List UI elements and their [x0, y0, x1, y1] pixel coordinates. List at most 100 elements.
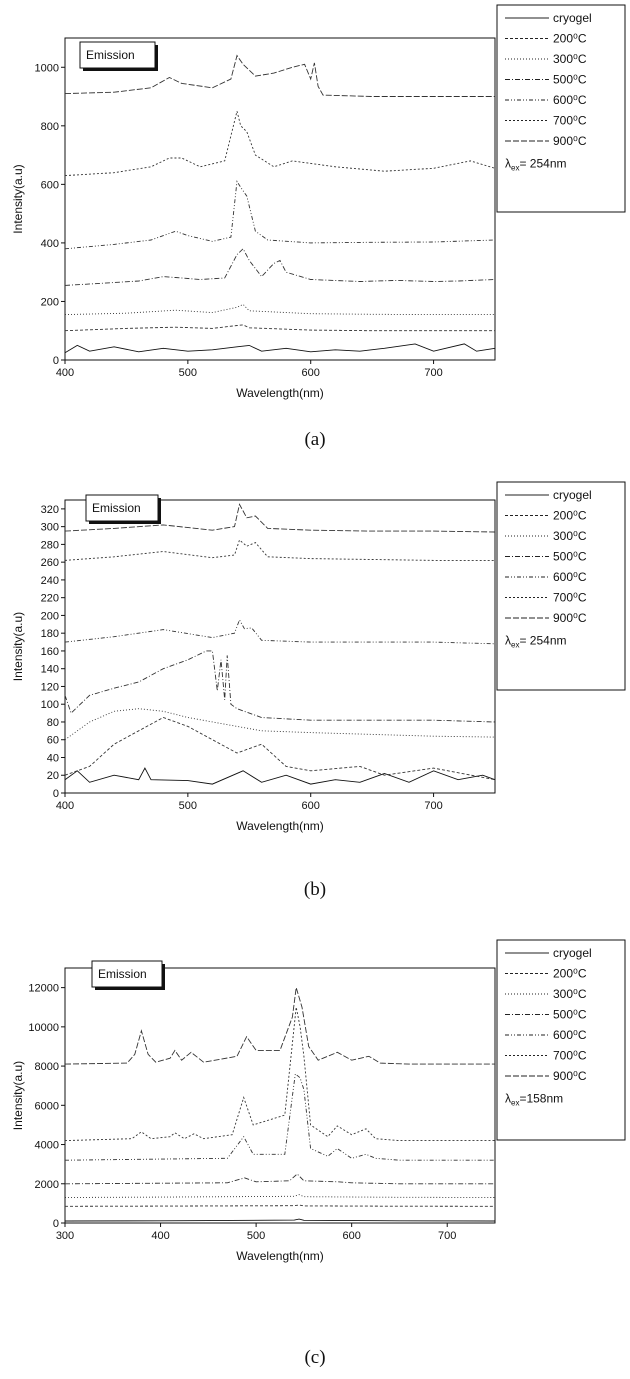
legend-entry: 600⁰C: [553, 1028, 587, 1042]
series-line-b-0: [65, 768, 495, 784]
y-tick-label: 320: [41, 504, 59, 516]
panel-caption: (b): [304, 879, 326, 900]
series-line-c-3: [65, 1174, 495, 1184]
y-tick-label: 8000: [35, 1061, 59, 1073]
series-line-c-2: [65, 1195, 495, 1198]
series-line-a-1: [65, 325, 495, 331]
series-line-a-4: [65, 181, 495, 248]
legend-entry: 500⁰C: [553, 1008, 587, 1022]
legend-entry: 700⁰C: [553, 591, 587, 605]
legend-entry: 500⁰C: [553, 550, 587, 564]
legend-entry: 200⁰C: [553, 32, 587, 46]
plot-area-b: [65, 500, 495, 793]
x-tick-label: 400: [56, 800, 74, 812]
y-tick-label: 260: [41, 557, 59, 569]
y-tick-label: 40: [47, 752, 59, 764]
series-line-a-0: [65, 344, 495, 353]
y-tick-label: 120: [41, 681, 59, 693]
series-line-a-5: [65, 111, 495, 175]
x-tick-label: 300: [56, 1230, 74, 1242]
chart-panel-a: 400 500 600 700 0 200 400 600 800 1000 Wavelength(…: [0, 0, 630, 460]
legend-entry: 300⁰C: [553, 529, 587, 543]
x-axis-title: Wavelength(nm): [236, 386, 324, 400]
series-line-b-1: [65, 718, 495, 780]
emission-label: Emission: [92, 501, 141, 515]
y-tick-label: 180: [41, 628, 59, 640]
legend-entry: 900⁰C: [553, 611, 587, 625]
legend-entry: 600⁰C: [553, 570, 587, 584]
legend-entry: 500⁰C: [553, 73, 587, 87]
y-tick-label: 160: [41, 646, 59, 658]
legend-entry: cryogel: [553, 11, 592, 25]
plot-area-c: [65, 968, 495, 1223]
chart-b-svg: 400 500 600 700 0 20 40 60 80 100 120 140 160 180 200 2…: [0, 460, 630, 915]
y-tick-label: 220: [41, 593, 59, 605]
y-tick-label: 300: [41, 522, 59, 534]
y-tick-label: 280: [41, 539, 59, 551]
legend-entry: 200⁰C: [553, 509, 587, 523]
y-axis-title: Intensity(a.u): [11, 612, 25, 681]
y-tick-label: 400: [41, 238, 59, 250]
y-tick-label: 20: [47, 770, 59, 782]
x-tick-label: 500: [179, 367, 197, 379]
panel-caption: (c): [304, 1347, 325, 1368]
emission-label: Emission: [98, 967, 147, 981]
x-tick-label: 600: [302, 367, 320, 379]
chart-panel-c: 300 400 500 600 700 0 2000 4000 6000 8000 10000 120…: [0, 915, 630, 1379]
legend-entry: 700⁰C: [553, 114, 587, 128]
y-tick-label: 200: [41, 610, 59, 622]
emission-label: Emission: [86, 48, 135, 62]
series-line-b-4: [65, 620, 495, 644]
y-tick-label: 1000: [35, 62, 59, 74]
legend-entry: 300⁰C: [553, 52, 587, 66]
x-tick-label: 700: [424, 367, 442, 379]
x-axis-title: Wavelength(nm): [236, 819, 324, 833]
x-tick-label: 400: [151, 1230, 169, 1242]
legend-entry: cryogel: [553, 488, 592, 502]
series-line-c-0: [65, 1219, 495, 1221]
y-axis-title: Intensity(a.u): [11, 164, 25, 233]
x-tick-label: 600: [342, 1230, 360, 1242]
legend-entry: cryogel: [553, 946, 592, 960]
chart-c-svg: 300 400 500 600 700 0 2000 4000 6000 8000 10000 120…: [0, 915, 630, 1379]
legend-entry: 600⁰C: [553, 93, 587, 107]
y-tick-label: 4000: [35, 1140, 59, 1152]
series-line-b-3: [65, 651, 495, 722]
series-line-a-3: [65, 249, 495, 286]
y-tick-label: 12000: [28, 983, 59, 995]
chart-a-svg: 400 500 600 700 0 200 400 600 800 1000 Wavelength(…: [0, 0, 630, 460]
series-line-c-5: [65, 1007, 495, 1140]
series-line-b-2: [65, 709, 495, 740]
y-tick-label: 2000: [35, 1179, 59, 1191]
y-tick-label: 100: [41, 699, 59, 711]
y-tick-label: 60: [47, 735, 59, 747]
legend-entry: 700⁰C: [553, 1049, 587, 1063]
series-line-c-1: [65, 1205, 495, 1206]
legend-entry: 900⁰C: [553, 134, 587, 148]
y-tick-label: 200: [41, 296, 59, 308]
x-tick-label: 700: [424, 800, 442, 812]
series-line-a-2: [65, 304, 495, 314]
x-axis-title: Wavelength(nm): [236, 1249, 324, 1263]
legend-entry: 300⁰C: [553, 987, 587, 1001]
y-axis-title: Intensity(a.u): [11, 1061, 25, 1130]
x-tick-label: 700: [438, 1230, 456, 1242]
y-tick-label: 240: [41, 575, 59, 587]
legend-entry: 200⁰C: [553, 967, 587, 981]
series-line-b-5: [65, 540, 495, 560]
y-tick-label: 600: [41, 179, 59, 191]
panel-caption: (a): [304, 429, 325, 450]
series-line-c-6: [65, 988, 495, 1065]
plot-area-a: [65, 38, 495, 360]
y-tick-label: 10000: [28, 1022, 59, 1034]
x-tick-label: 500: [247, 1230, 265, 1242]
x-tick-label: 400: [56, 367, 74, 379]
y-tick-label: 140: [41, 664, 59, 676]
y-tick-label: 6000: [35, 1100, 59, 1112]
y-tick-label: 0: [53, 355, 59, 367]
chart-panel-b: 400 500 600 700 0 20 40 60 80 100 120 140 160 180 200 2…: [0, 460, 630, 915]
y-tick-label: 0: [53, 1218, 59, 1230]
legend-entry: 900⁰C: [553, 1069, 587, 1083]
y-tick-label: 800: [41, 121, 59, 133]
y-tick-label: 0: [53, 788, 59, 800]
